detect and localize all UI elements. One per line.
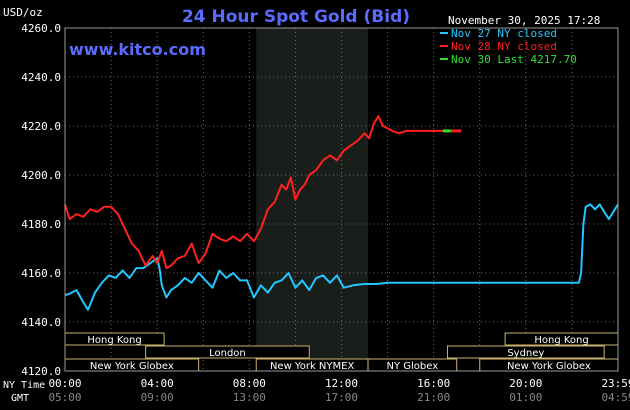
x-tick-label-gmt: 04:59: [601, 391, 630, 404]
series-line: [64, 203, 619, 311]
x-tick-label-ny: 08:00: [233, 377, 266, 390]
session-label: London: [209, 348, 246, 359]
x-axis-title-gmt: GMT: [11, 393, 29, 404]
y-tick-label: 4180.0: [21, 218, 61, 231]
x-axis-title-ny: NY Time: [3, 380, 45, 391]
y-tick-label: 4220.0: [21, 120, 61, 133]
y-axis-unit-label: USD/oz: [3, 6, 43, 19]
session-label: New York Globex: [90, 361, 174, 372]
session-label: NY Globex: [387, 361, 439, 372]
chart-title: 24 Hour Spot Gold (Bid): [182, 7, 410, 27]
y-tick-label: 4200.0: [21, 169, 61, 182]
y-tick-label: 4140.0: [21, 316, 61, 329]
y-tick-label: 4120.0: [21, 365, 61, 378]
x-tick-label-gmt: 17:00: [325, 391, 358, 404]
session-label: New York NYMEX: [270, 361, 355, 372]
x-tick-label-gmt: 21:00: [417, 391, 450, 404]
y-tick-label: 4160.0: [21, 267, 61, 280]
legend-entry: Nov 27 NY closed: [451, 27, 557, 40]
x-tick-label-ny: 00:00: [48, 377, 81, 390]
x-tick-label-gmt: 13:00: [233, 391, 266, 404]
x-tick-label-gmt: 05:00: [48, 391, 81, 404]
series-line: [64, 115, 443, 270]
session-label: New York Globex: [507, 361, 591, 372]
x-tick-label-ny: 16:00: [417, 377, 450, 390]
kitco-watermark: www.kitco.com: [69, 40, 206, 59]
x-tick-label-ny: 04:00: [141, 377, 174, 390]
x-tick-label-gmt: 09:00: [141, 391, 174, 404]
session-label: Hong Kong: [534, 335, 588, 346]
x-tick-label-gmt: 01:00: [509, 391, 542, 404]
legend-entry: Nov 30 Last 4217.70: [451, 53, 577, 66]
session-label: Hong Kong: [87, 335, 141, 346]
session-bar: [145, 345, 310, 359]
timestamp-label: November 30, 2025 17:28: [448, 14, 600, 27]
y-tick-label: 4260.0: [21, 22, 61, 35]
legend-entry: Nov 28 NY closed: [451, 40, 557, 53]
x-tick-label-ny: 12:00: [325, 377, 358, 390]
plot-border: [64, 27, 619, 372]
session-label: Sydney: [507, 348, 544, 359]
session-bar: [446, 345, 605, 359]
x-tick-label-ny: 23:59: [601, 377, 630, 390]
x-tick-label-ny: 20:00: [509, 377, 542, 390]
y-tick-label: 4240.0: [21, 71, 61, 84]
nymex-shaded-region: [256, 28, 368, 371]
